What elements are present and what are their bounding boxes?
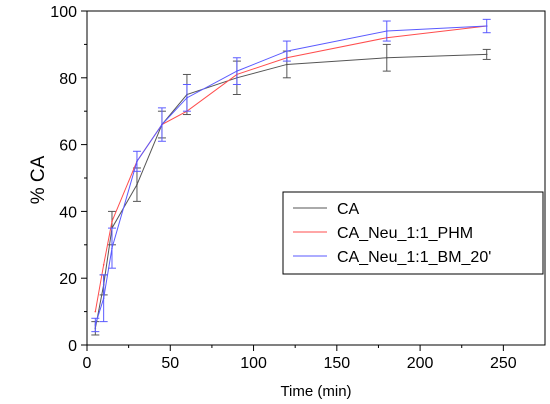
plot-frame xyxy=(86,10,546,346)
series-line xyxy=(94,53,487,329)
y-tick-label: 80 xyxy=(59,71,77,88)
x-tick-label: 250 xyxy=(490,355,517,372)
data-point xyxy=(136,183,138,186)
x-tick-label: 150 xyxy=(323,355,350,372)
data-point xyxy=(102,264,105,266)
legend-label: CA xyxy=(337,201,360,218)
y-axis-title: % CA xyxy=(28,155,49,204)
data-point xyxy=(111,247,113,249)
x-tick-label: 50 xyxy=(161,355,179,372)
data-point xyxy=(236,70,238,72)
data-point xyxy=(286,50,288,52)
y-tick-label: 60 xyxy=(59,138,77,155)
legend-label: CA_Neu_1:1_BM_20' xyxy=(337,249,491,266)
data-point xyxy=(385,30,388,32)
data-point xyxy=(102,297,105,300)
series-2 xyxy=(91,18,491,333)
data-point xyxy=(111,220,113,223)
y-tick-label: 20 xyxy=(59,271,77,288)
x-tick-label: 200 xyxy=(407,355,434,372)
series-line xyxy=(94,25,487,326)
legend-label: CA_Neu_1:1_PHM xyxy=(337,225,473,242)
axes: 0 50 100 150 200 250 0 20 40 60 80 100 xyxy=(50,4,546,372)
data-point xyxy=(286,63,288,66)
y-tick-label: 0 xyxy=(68,338,77,355)
series-layer xyxy=(91,18,491,336)
data-point xyxy=(161,123,163,126)
data-point xyxy=(186,97,188,99)
x-tick-label: 0 xyxy=(83,355,92,372)
y-tick-label: 100 xyxy=(50,4,77,21)
x-tick-label: 100 xyxy=(240,355,267,372)
legend: CA CA_Neu_1:1_PHM CA_Neu_1:1_BM_20' xyxy=(282,191,544,275)
data-point xyxy=(385,56,388,59)
data-point xyxy=(485,53,488,56)
legend-box xyxy=(282,191,544,275)
series-0 xyxy=(91,43,491,336)
data-point xyxy=(136,160,138,163)
y-tick-label: 40 xyxy=(59,204,77,221)
data-point xyxy=(485,25,488,27)
x-axis-title: Time (min) xyxy=(280,383,351,400)
series-line xyxy=(94,25,487,312)
data-point xyxy=(94,324,97,326)
data-point xyxy=(94,310,97,313)
